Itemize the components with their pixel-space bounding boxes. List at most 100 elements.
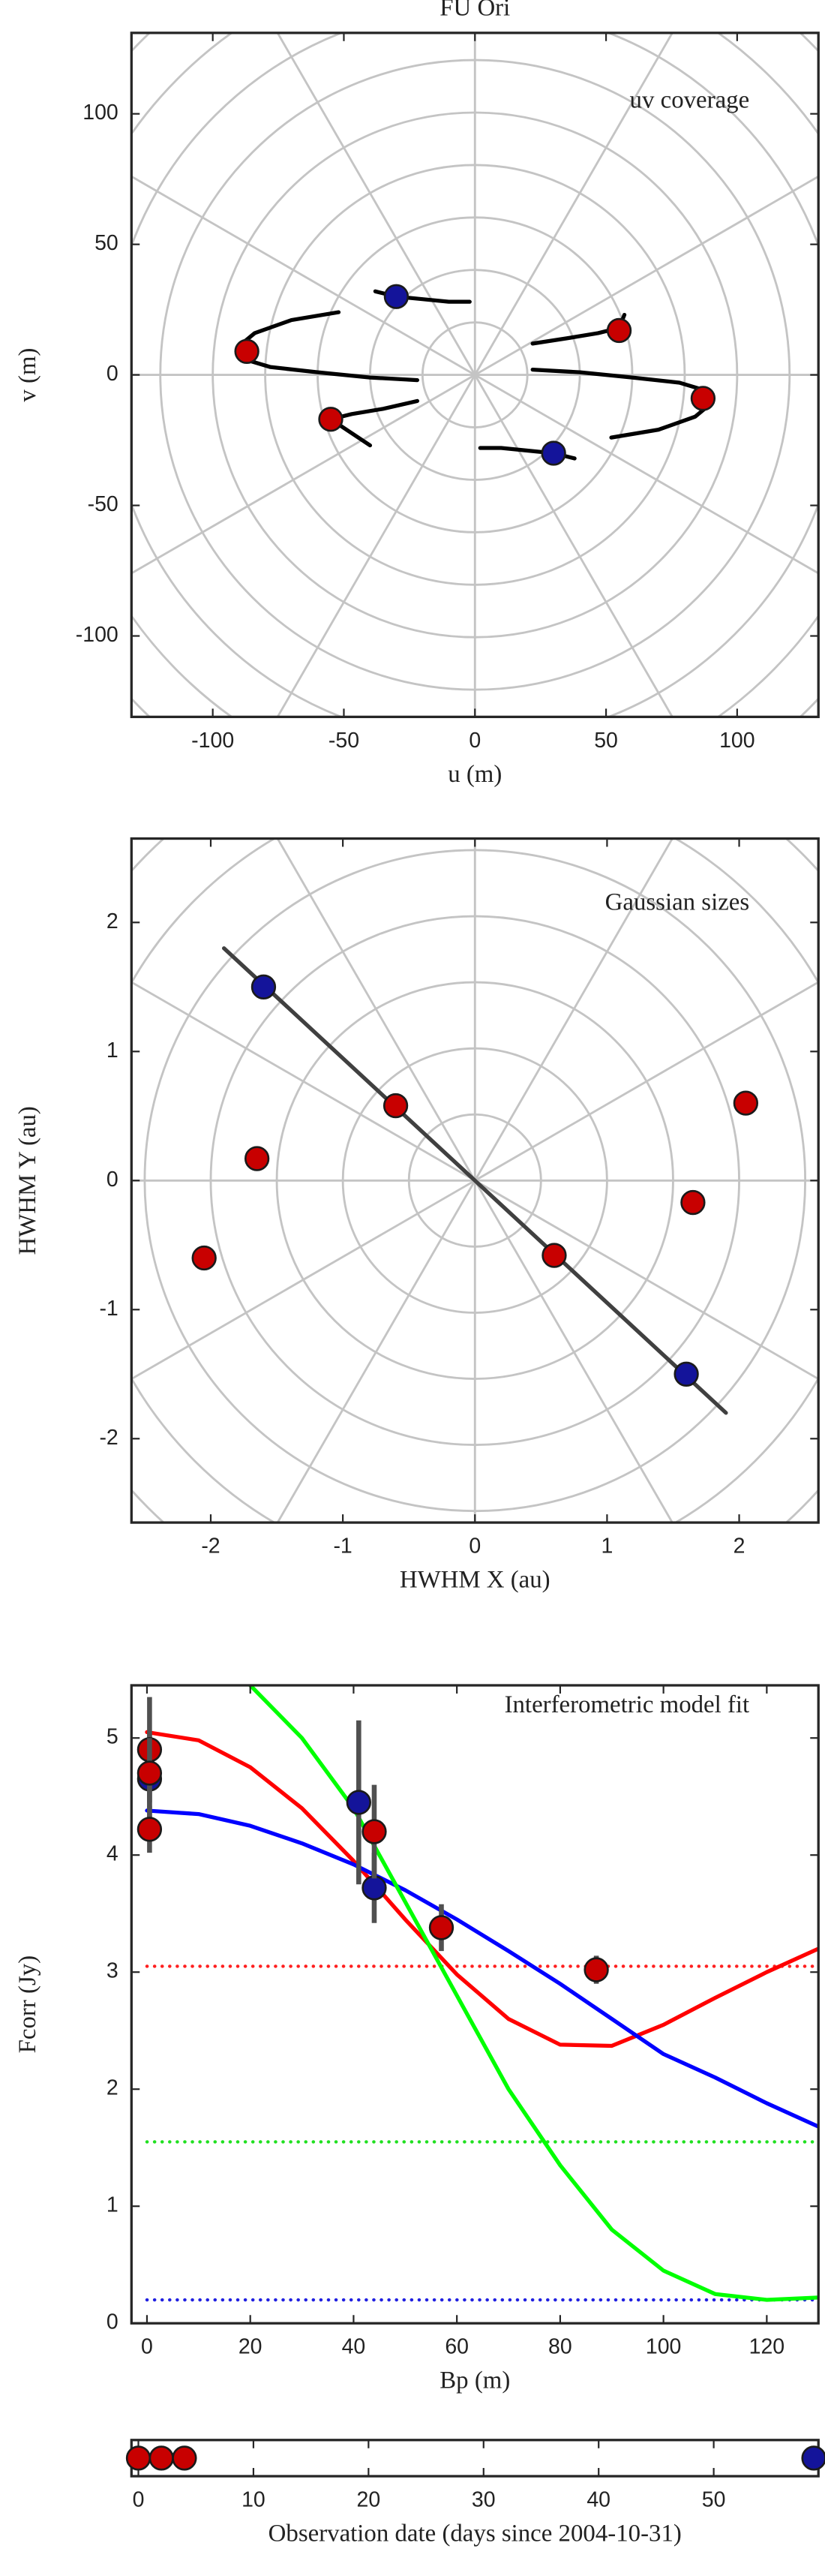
- x-tick-label: 40: [586, 2487, 610, 2511]
- annotation: Interferometric model fit: [505, 1691, 750, 1718]
- marker: [674, 1361, 699, 1387]
- y-tick-label: 50: [94, 231, 118, 255]
- polar-spoke: [131, 1180, 476, 1381]
- polar-spoke: [474, 1180, 674, 1523]
- annotation: Gaussian sizes: [605, 889, 750, 916]
- polar-spoke: [276, 374, 476, 717]
- x-tick-label: 60: [445, 2335, 469, 2359]
- x-axis-label: Bp (m): [440, 2367, 510, 2394]
- y-tick-label: -100: [76, 623, 118, 647]
- y-tick-label: 0: [106, 362, 118, 386]
- marker: [250, 974, 277, 999]
- polar-spoke: [276, 32, 476, 376]
- y-axis-label: Fcorr (Jy): [14, 1955, 41, 2054]
- marker: [362, 1819, 387, 1844]
- curve: [248, 1685, 819, 2302]
- marker: [606, 317, 632, 344]
- x-tick-label: 100: [646, 2335, 682, 2359]
- y-tick-label: 1: [106, 1039, 118, 1063]
- polar-spoke: [276, 838, 476, 1182]
- polar-spoke: [474, 1180, 819, 1381]
- marker: [383, 284, 410, 309]
- polar-spoke: [474, 838, 674, 1182]
- y-tick-label: -1: [99, 1297, 118, 1321]
- x-tick-label: 120: [749, 2335, 784, 2359]
- x-tick-label: 0: [469, 729, 481, 753]
- curve: [328, 398, 419, 448]
- x-tick-label: -2: [201, 1534, 220, 1558]
- marker: [136, 1817, 163, 1842]
- marker: [346, 1790, 371, 1815]
- x-tick-label: 50: [702, 2487, 726, 2511]
- x-axis-label: u (m): [448, 761, 502, 788]
- x-tick-label: 1: [601, 1534, 613, 1558]
- y-tick-label: 100: [82, 101, 118, 125]
- marker: [136, 1760, 163, 1786]
- y-tick-label: 0: [106, 2310, 118, 2334]
- chart-title: FU Ori: [440, 0, 510, 22]
- x-tick-label: 2: [734, 1534, 746, 1558]
- plot-area: [131, 838, 819, 1523]
- plot-area: [131, 1685, 819, 2324]
- plot-background: [131, 1685, 819, 2324]
- x-tick-label: 0: [469, 1534, 481, 1558]
- curve: [145, 1808, 819, 2129]
- marker: [428, 1915, 454, 1940]
- x-tick-label: 10: [242, 2487, 266, 2511]
- y-tick-label: 2: [106, 2076, 118, 2100]
- annotation: uv coverage: [630, 86, 750, 113]
- y-axis-label: v (m): [14, 348, 41, 402]
- marker: [148, 2445, 174, 2471]
- plot-background: [131, 2439, 819, 2476]
- y-axis-label: HWHM Y (au): [14, 1106, 41, 1255]
- x-tick-label: -50: [328, 729, 359, 753]
- y-tick-label: -2: [99, 1426, 118, 1450]
- marker: [801, 2445, 825, 2471]
- x-tick-label: 0: [133, 2487, 145, 2511]
- y-tick-label: 3: [106, 1959, 118, 1983]
- marker: [542, 1243, 567, 1268]
- curve: [145, 1730, 819, 2048]
- polar-spoke: [131, 374, 476, 575]
- y-tick-label: 4: [106, 1842, 118, 1866]
- polar-spoke: [276, 1180, 476, 1523]
- plot-area: [131, 32, 819, 717]
- x-tick-label: -100: [191, 729, 234, 753]
- marker: [733, 1090, 759, 1116]
- x-tick-label: 50: [594, 729, 618, 753]
- x-tick-label: 30: [472, 2487, 496, 2511]
- marker: [191, 1245, 217, 1271]
- marker: [234, 338, 260, 364]
- marker: [172, 2445, 197, 2471]
- y-tick-label: 0: [106, 1168, 118, 1192]
- x-tick-label: 0: [141, 2335, 153, 2359]
- marker: [690, 386, 716, 411]
- x-tick-label: 20: [238, 2335, 262, 2359]
- y-tick-label: 1: [106, 2193, 118, 2217]
- polar-spoke: [131, 175, 476, 376]
- curve: [221, 946, 728, 1415]
- marker: [244, 1146, 270, 1171]
- marker: [125, 2445, 152, 2471]
- marker: [584, 1957, 609, 1982]
- polar-spoke: [474, 981, 819, 1182]
- y-tick-label: -50: [88, 492, 118, 516]
- y-tick-label: 2: [106, 909, 118, 933]
- x-tick-label: 80: [548, 2335, 572, 2359]
- x-tick-label: 20: [357, 2487, 381, 2511]
- y-tick-label: 5: [106, 1725, 118, 1749]
- marker: [541, 440, 566, 466]
- plot-area: [131, 2439, 819, 2476]
- polar-spoke: [474, 374, 819, 575]
- polar-spoke: [474, 374, 674, 717]
- marker: [318, 407, 344, 432]
- x-axis-label: Observation date (days since 2004-10-31): [268, 2520, 682, 2547]
- marker: [362, 1875, 387, 1901]
- x-tick-label: -1: [333, 1534, 352, 1558]
- marker: [382, 1093, 409, 1119]
- polar-spoke: [474, 175, 819, 376]
- axes-box: [130, 1684, 820, 2325]
- polar-spoke: [474, 32, 674, 376]
